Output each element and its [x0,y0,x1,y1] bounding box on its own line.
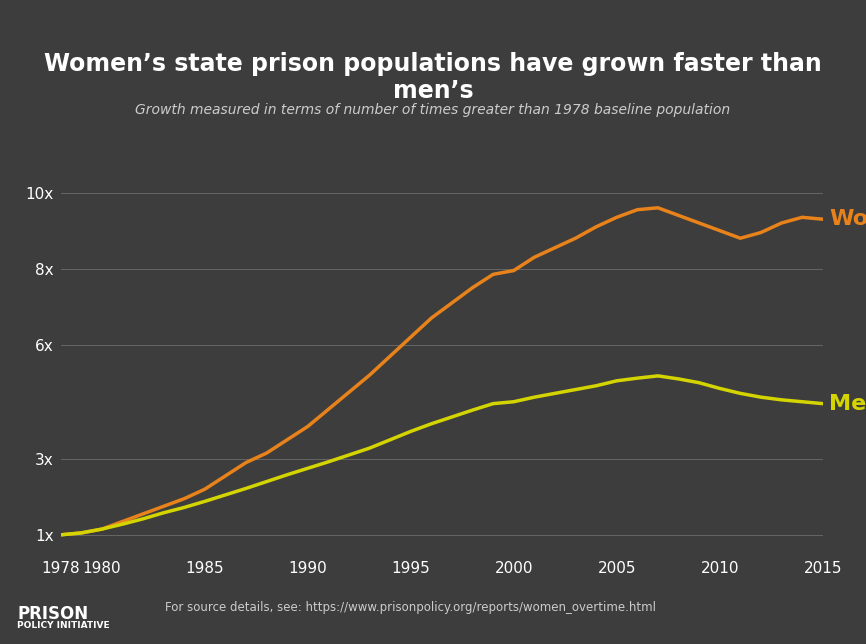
Text: Women’s state prison populations have grown faster than men’s: Women’s state prison populations have gr… [44,52,822,103]
Text: POLICY INITIATIVE: POLICY INITIATIVE [17,621,110,630]
Text: PRISON: PRISON [17,605,88,623]
Text: Women: Women [829,209,866,229]
Text: Men: Men [829,393,866,413]
Text: Growth measured in terms of number of times greater than 1978 baseline populatio: Growth measured in terms of number of ti… [135,103,731,117]
Text: For source details, see: https://www.prisonpolicy.org/reports/women_overtime.htm: For source details, see: https://www.pri… [165,601,656,614]
